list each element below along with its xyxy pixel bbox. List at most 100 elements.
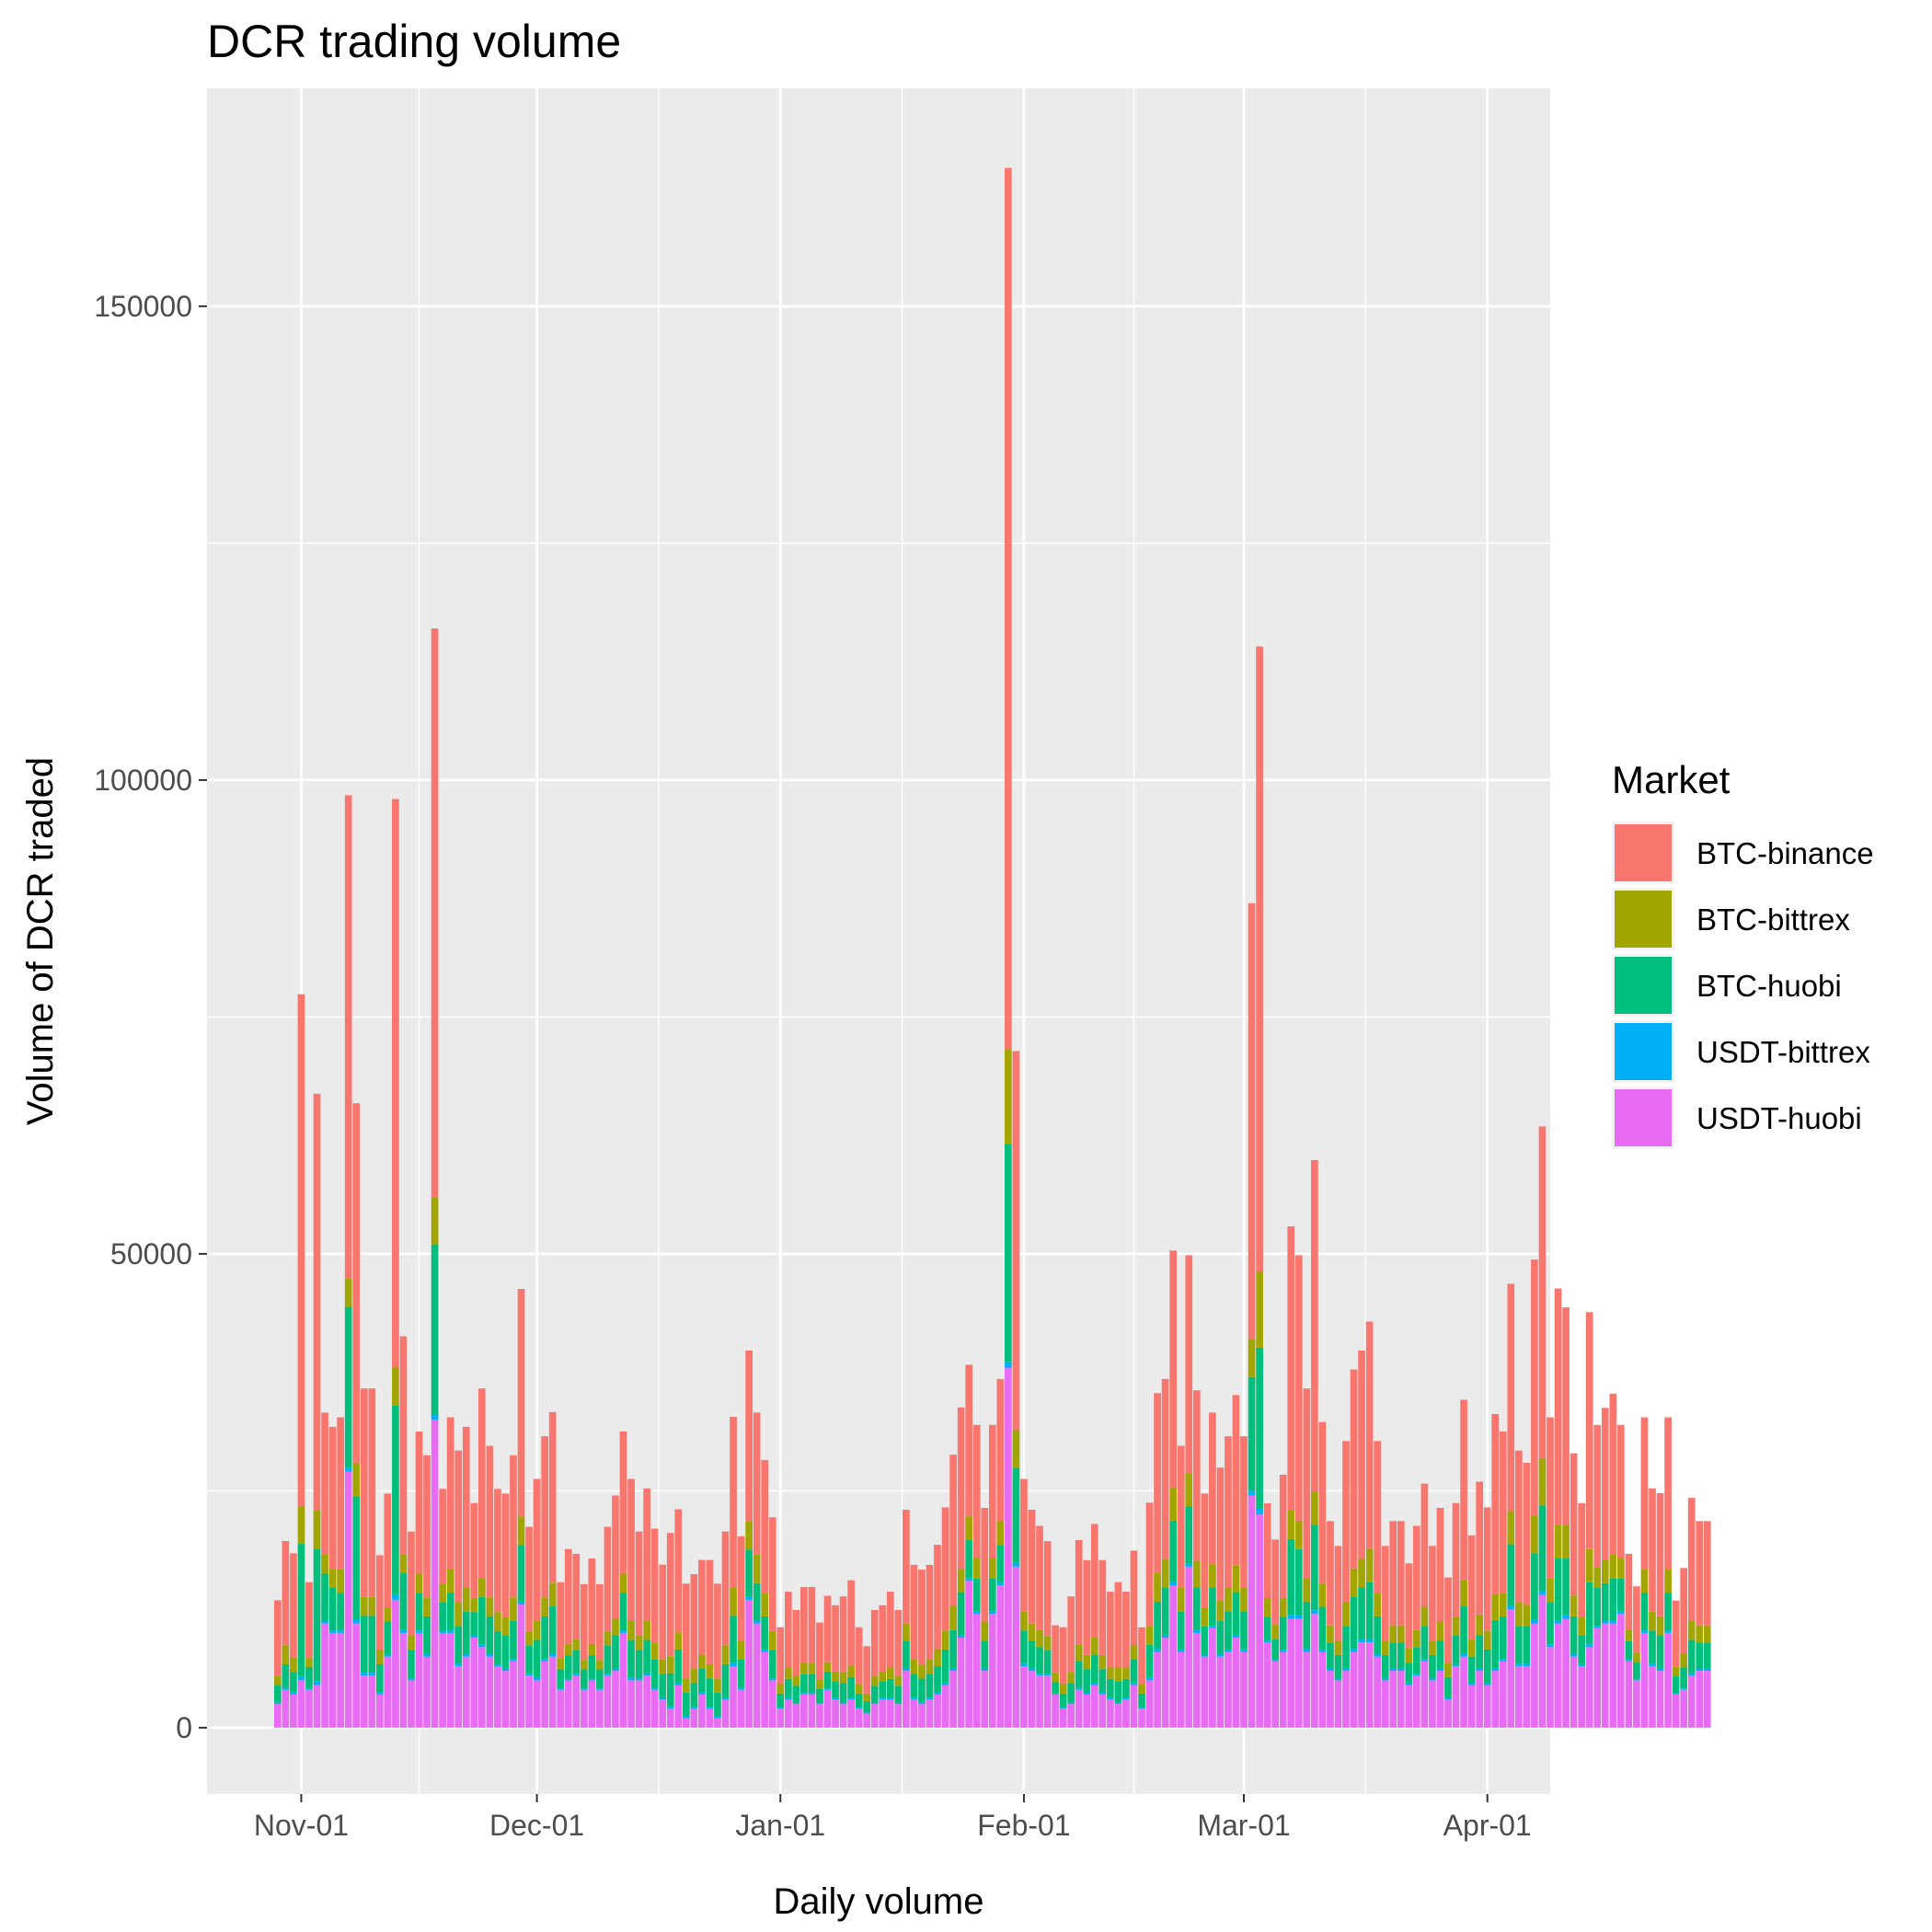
bar-segment — [1201, 1607, 1209, 1627]
bar-segment — [399, 1629, 408, 1633]
bar-segment — [1547, 1417, 1554, 1579]
bar-segment — [399, 1336, 408, 1555]
bar-segment — [926, 1659, 934, 1674]
bar-segment — [572, 1673, 581, 1676]
bar-segment — [1240, 1649, 1248, 1652]
bar-segment — [1515, 1663, 1523, 1666]
bar-segment — [1169, 1585, 1178, 1728]
bar-segment — [1547, 1602, 1554, 1645]
bar-segment — [1067, 1702, 1075, 1705]
bar-segment — [446, 1417, 454, 1570]
bar-segment — [510, 1597, 517, 1622]
bar-segment — [886, 1592, 894, 1668]
bar-segment — [768, 1517, 776, 1631]
bar-segment — [1562, 1524, 1570, 1559]
bar-segment — [1562, 1618, 1570, 1728]
bar-segment — [313, 1685, 321, 1728]
bar-segment — [879, 1671, 887, 1682]
bar-segment — [439, 1602, 446, 1631]
bar-segment — [525, 1526, 533, 1631]
bar-segment — [832, 1697, 839, 1699]
bar-segment — [627, 1478, 635, 1622]
bar-segment — [690, 1708, 698, 1728]
bar-segment — [392, 1367, 399, 1406]
bar-segment — [1020, 1611, 1028, 1631]
bar-segment — [1515, 1450, 1523, 1603]
bar-segment — [564, 1548, 572, 1644]
bar-segment — [1365, 1581, 1374, 1639]
bar-segment — [1311, 1524, 1318, 1611]
bar-segment — [823, 1595, 832, 1662]
bar-segment — [1090, 1683, 1098, 1685]
bar-segment — [1122, 1697, 1130, 1699]
bar-segment — [1052, 1693, 1059, 1695]
bar-segment — [1444, 1676, 1452, 1698]
bar-segment — [1090, 1685, 1098, 1728]
bar-segment — [1483, 1630, 1491, 1650]
bar-segment — [674, 1509, 683, 1633]
bar-segment — [1365, 1642, 1374, 1728]
bar-segment — [375, 1650, 384, 1664]
bar-segment — [949, 1668, 957, 1672]
bar-segment — [297, 994, 305, 1506]
bar-segment — [525, 1645, 533, 1674]
bar-segment — [533, 1639, 541, 1678]
bar-segment — [1538, 1591, 1547, 1595]
bar-segment — [1547, 1644, 1554, 1648]
bar-segment — [1122, 1667, 1130, 1679]
bar-segment — [1192, 1587, 1201, 1630]
bar-segment — [1161, 1634, 1169, 1639]
bar-segment — [1507, 1511, 1515, 1545]
bar-segment — [730, 1616, 737, 1663]
bar-segment — [1507, 1605, 1515, 1610]
bar-segment — [1389, 1669, 1397, 1672]
bar-segment — [753, 1412, 761, 1555]
bar-segment — [768, 1680, 776, 1728]
bar-segment — [1216, 1600, 1225, 1622]
bar-segment — [1216, 1656, 1225, 1728]
bar-segment — [1625, 1553, 1633, 1630]
bar-segment — [690, 1707, 698, 1709]
bar-segment — [1192, 1390, 1201, 1561]
bar-segment — [1090, 1654, 1098, 1684]
bar-segment — [564, 1655, 572, 1679]
bar-segment — [1483, 1682, 1491, 1685]
bar-segment — [1680, 1653, 1687, 1668]
bar-segment — [1185, 1563, 1193, 1567]
bar-segment — [1547, 1647, 1554, 1728]
bar-segment — [886, 1697, 894, 1699]
bar-segment — [1389, 1671, 1397, 1728]
bar-segment — [1405, 1563, 1413, 1649]
bar-segment — [1664, 1569, 1672, 1593]
bar-segment — [1209, 1626, 1216, 1628]
bar-segment — [1192, 1632, 1201, 1728]
bar-segment — [1609, 1623, 1617, 1728]
legend-label: BTC-huobi — [1696, 969, 1842, 1003]
bar-segment — [1271, 1625, 1280, 1639]
bar-segment — [1327, 1625, 1334, 1643]
bar-segment — [604, 1645, 612, 1674]
bar-segment — [1609, 1554, 1617, 1579]
legend-swatch — [1615, 1089, 1672, 1146]
bar-segment — [1609, 1621, 1617, 1624]
bar-segment — [863, 1646, 871, 1694]
bar-segment — [1052, 1682, 1059, 1694]
bar-segment — [1145, 1502, 1154, 1627]
bar-segment — [1256, 1271, 1263, 1348]
bar-segment — [1633, 1662, 1640, 1680]
x-tick-label: Feb-01 — [977, 1809, 1070, 1842]
bar-segment — [1476, 1668, 1483, 1672]
bar-segment — [408, 1650, 415, 1679]
bar-segment — [1020, 1630, 1028, 1664]
bar-segment — [721, 1531, 730, 1646]
bar-segment — [494, 1630, 501, 1664]
bar-segment — [1350, 1596, 1358, 1650]
bar-segment — [1703, 1521, 1711, 1626]
bar-segment — [1287, 1618, 1295, 1728]
bar-segment — [470, 1597, 478, 1613]
bar-segment — [926, 1673, 934, 1698]
bar-segment — [730, 1662, 737, 1666]
bar-segment — [1075, 1687, 1083, 1690]
bar-segment — [1334, 1678, 1342, 1681]
bar-segment — [1696, 1671, 1704, 1728]
